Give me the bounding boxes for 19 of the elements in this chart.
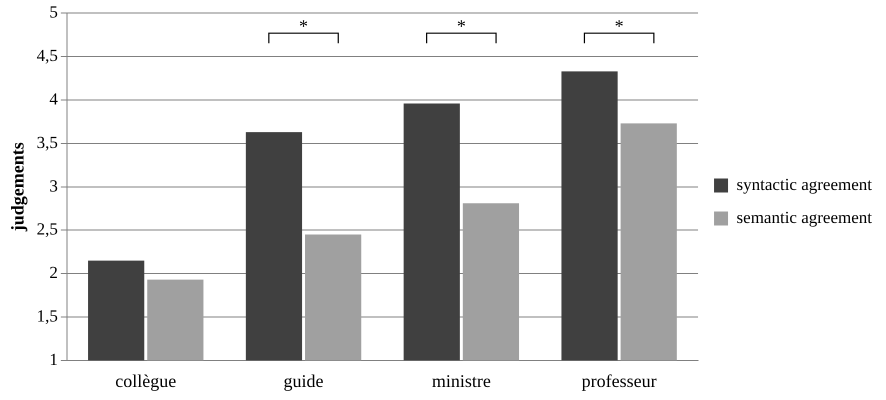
x-tick-label: collègue	[115, 370, 176, 391]
y-axis-title: judgements	[7, 142, 28, 232]
y-tick-label: 4	[49, 89, 58, 108]
y-tick-label: 4,5	[36, 46, 58, 66]
y-tick-label: 2,5	[36, 220, 58, 239]
annotation: *	[299, 16, 308, 36]
y-tick-label: 1,5	[36, 306, 58, 326]
annotation: *	[614, 16, 624, 36]
y-tick-label: 5	[49, 2, 58, 22]
legend-label: syntactic agreement	[736, 174, 872, 194]
x-tick-label: guide	[284, 370, 324, 391]
annotation: *	[456, 16, 466, 36]
y-tick-label: 3,5	[36, 132, 58, 152]
y-tick-label: 2	[49, 263, 58, 282]
x-tick-label: professeur	[582, 370, 657, 391]
legend-label: semantic agreement	[736, 208, 872, 227]
y-tick-label: 3	[49, 176, 58, 196]
y-tick-label: 1	[49, 350, 58, 369]
x-tick-label: ministre	[432, 370, 491, 391]
